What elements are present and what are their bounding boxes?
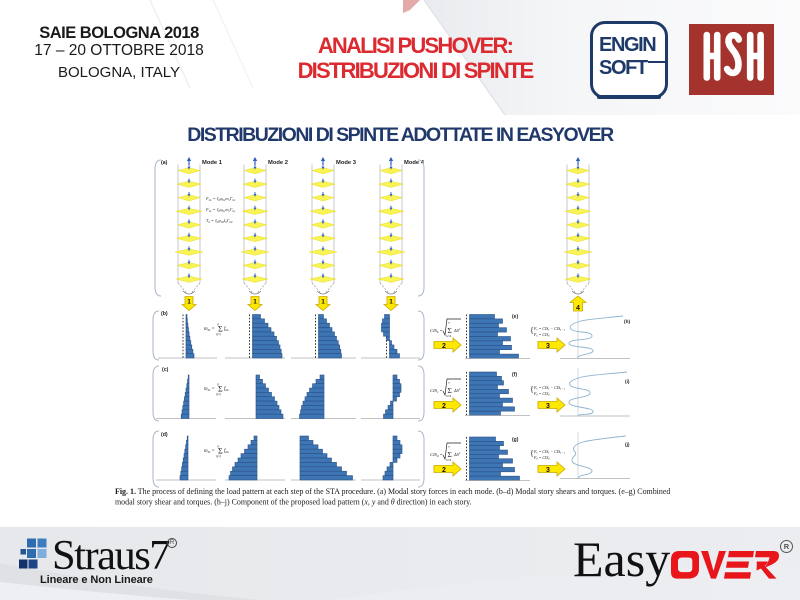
svg-text:(c): (c)	[162, 367, 169, 373]
svg-text:k=1: k=1	[447, 334, 452, 338]
svg-text:4: 4	[576, 305, 580, 312]
svg-text:Mode 3: Mode 3	[336, 160, 357, 166]
svg-text:Σ: Σ	[218, 385, 223, 394]
svg-text:ΔS2: ΔS2	[453, 387, 461, 393]
svg-text:Fₓ = CISₓ − CISₓ₋₁: Fₓ = CISₓ − CISₓ₋₁	[533, 385, 565, 390]
svg-text:Σ: Σ	[448, 450, 452, 459]
svg-text:Tb = ξbφbθIθΓbθ: Tb = ξbφbθIθΓbθ	[206, 218, 233, 224]
svg-text:Fₓ = CISₓ − CISₓ₋₁: Fₓ = CISₓ − CISₓ₋₁	[533, 326, 565, 331]
svg-text:1: 1	[321, 299, 325, 306]
svg-text:mbi =: mbi =	[204, 327, 215, 332]
svg-text:1: 1	[389, 299, 393, 306]
svg-text:n: n	[218, 445, 220, 449]
svg-text:CISc =: CISc =	[430, 388, 443, 394]
svg-text:(i): (i)	[625, 379, 630, 385]
svg-text:fbk: fbk	[224, 387, 229, 392]
svg-text:ΔS2: ΔS2	[453, 451, 461, 457]
svg-text:CISb =: CISb =	[430, 328, 443, 334]
svg-text:2: 2	[442, 343, 446, 350]
svg-text:(f): (f)	[512, 372, 517, 378]
svg-text:Mode 4: Mode 4	[404, 160, 425, 166]
svg-text:{: {	[530, 449, 534, 458]
svg-text:3: 3	[546, 403, 550, 410]
svg-text:3: 3	[546, 343, 550, 350]
svg-text:(a): (a)	[161, 160, 168, 166]
svg-text:{: {	[530, 385, 534, 394]
svg-text:(h): (h)	[624, 319, 631, 325]
svg-text:(b): (b)	[161, 311, 168, 317]
svg-text:Fig. 1. The process of defini: Fig. 1. The process of defining the load…	[115, 487, 670, 496]
svg-text:2: 2	[442, 403, 446, 410]
svg-text:{: {	[530, 326, 534, 335]
svg-text:(d): (d)	[161, 432, 168, 438]
svg-text:(g): (g)	[512, 437, 519, 443]
svg-text:Σ: Σ	[218, 325, 223, 334]
svg-text:Fₓ = CISₓ − CISₓ₋₁: Fₓ = CISₓ − CISₓ₋₁	[533, 449, 565, 454]
svg-text:n: n	[448, 445, 450, 449]
svg-text:Σ: Σ	[448, 326, 452, 335]
svg-text:Fᵤ = CISᵤ: Fᵤ = CISᵤ	[533, 391, 550, 396]
svg-text:k=i: k=i	[217, 455, 221, 459]
svg-text:Mode 2: Mode 2	[268, 160, 288, 166]
svg-text:n: n	[448, 321, 450, 325]
svg-text:Σ: Σ	[218, 447, 223, 456]
svg-text:1: 1	[187, 299, 191, 306]
svg-text:2: 2	[442, 467, 446, 474]
svg-text:fbk: fbk	[224, 449, 229, 454]
svg-text:modal story shear and torques.: modal story shear and torques. (h–j) Com…	[115, 498, 472, 507]
svg-text:3: 3	[546, 467, 550, 474]
svg-text:mbi =: mbi =	[204, 387, 215, 392]
svg-text:CISd =: CISd =	[430, 452, 443, 458]
svg-text:ΔS2: ΔS2	[453, 327, 461, 333]
svg-text:n: n	[218, 383, 220, 387]
svg-text:(j): (j)	[625, 442, 630, 448]
svg-text:k=i: k=i	[217, 393, 221, 397]
svg-text:n: n	[448, 381, 450, 385]
svg-text:(e): (e)	[512, 314, 518, 320]
svg-text:k=i: k=i	[217, 333, 221, 337]
svg-text:fbk: fbk	[224, 327, 229, 332]
svg-text:Fby = ξbφbymyΓby: Fby = ξbφbymyΓby	[205, 207, 236, 213]
svg-text:1: 1	[253, 299, 257, 306]
svg-text:Σ: Σ	[448, 386, 452, 395]
svg-text:k=1: k=1	[447, 394, 452, 398]
svg-text:mbi =: mbi =	[204, 449, 215, 454]
svg-text:Mode 1: Mode 1	[202, 160, 223, 166]
svg-text:Fᵤ = CISᵤ: Fᵤ = CISᵤ	[533, 332, 550, 337]
svg-text:Fᵤ = CISᵤ: Fᵤ = CISᵤ	[533, 455, 550, 460]
svg-text:k=1: k=1	[447, 458, 452, 462]
svg-text:Fbx = ξbφbxmxΓbx: Fbx = ξbφbxmxΓbx	[205, 196, 236, 202]
svg-text:n: n	[218, 323, 220, 327]
